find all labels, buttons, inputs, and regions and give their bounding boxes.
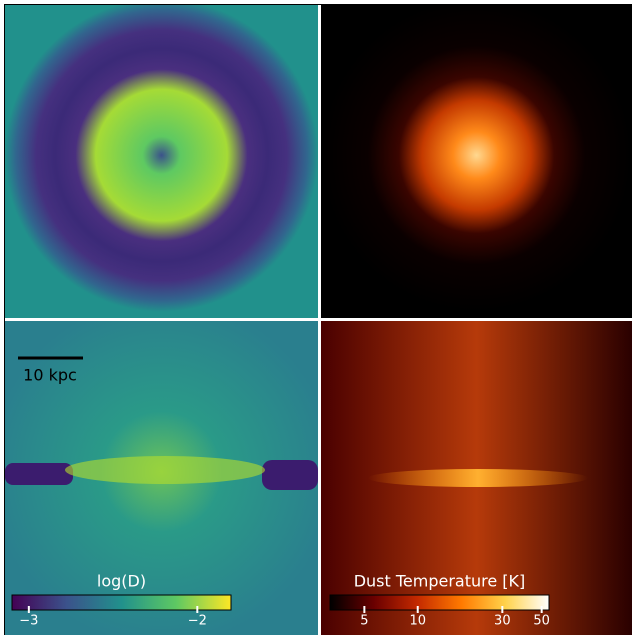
colorbar-label: Dust Temperature [K] [354, 572, 526, 591]
colorbar-label: log(D) [97, 572, 146, 591]
colorbar-tick-label: 30 [494, 614, 511, 629]
edge-slab [5, 463, 73, 485]
colorbar-tick-label: 5 [360, 614, 368, 629]
colorbar-tick-label: −2 [188, 614, 207, 629]
colorbar-tick-label: 10 [409, 614, 426, 629]
disk-band [65, 456, 265, 484]
separator [318, 5, 321, 635]
density-face-on [5, 5, 318, 318]
scale-bar-label: 10 kpc [23, 366, 77, 385]
temperature-face-on [321, 5, 632, 318]
colorbar [329, 594, 550, 611]
edge-slab [262, 460, 318, 490]
disk-band [368, 469, 588, 487]
colorbar [11, 594, 232, 611]
colorbar-tick-label: 50 [533, 614, 550, 629]
colorbar-tick-label: −3 [19, 614, 38, 629]
